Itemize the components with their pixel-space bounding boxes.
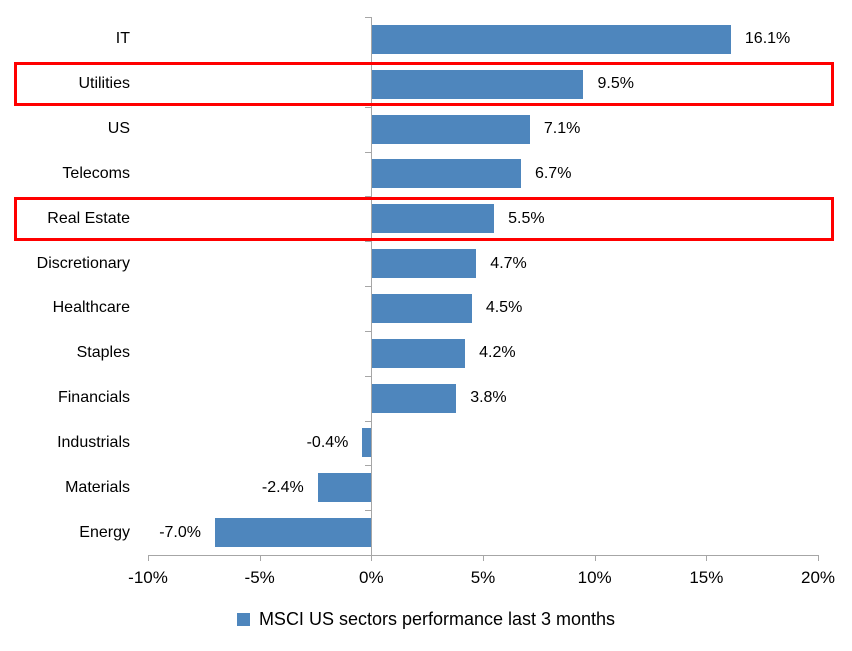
value-label-us: 7.1% xyxy=(543,120,581,138)
bar-it xyxy=(371,24,731,54)
value-label-industrials: -0.4% xyxy=(306,433,349,451)
y-axis-tick xyxy=(365,17,372,18)
x-tick-label-10: 10% xyxy=(577,568,612,587)
x-axis-tick xyxy=(371,555,373,561)
x-tick-label-0: 0% xyxy=(359,568,384,587)
value-label-telecoms: 6.7% xyxy=(534,164,572,182)
x-axis-tick xyxy=(148,555,149,561)
x-axis-tick xyxy=(259,555,261,561)
y-axis-tick xyxy=(365,286,372,287)
category-label-real-estate: Real Estate xyxy=(47,209,130,227)
legend: MSCI US sectors performance last 3 month… xyxy=(0,609,852,630)
x-tick-label-5: 5% xyxy=(470,568,496,587)
y-axis-tick xyxy=(365,510,372,512)
category-label-us: US xyxy=(107,120,130,138)
category-label-utilities: Utilities xyxy=(78,75,130,93)
y-axis-tick xyxy=(365,241,372,243)
category-label-telecoms: Telecoms xyxy=(62,164,130,182)
x-tick-label--5: -5% xyxy=(244,568,275,587)
category-label-staples: Staples xyxy=(76,344,130,362)
y-axis-tick xyxy=(365,420,372,422)
bar-us xyxy=(371,114,530,144)
highlight-box-real-estate xyxy=(14,196,834,241)
bar-energy xyxy=(215,518,372,548)
bar-healthcare xyxy=(371,293,472,323)
value-label-utilities: 9.5% xyxy=(597,75,634,93)
x-tick-label-15: 15% xyxy=(689,568,724,587)
y-axis-tick xyxy=(365,330,372,332)
bar-staples xyxy=(371,338,466,368)
category-label-materials: Materials xyxy=(65,478,130,496)
bar-real-estate xyxy=(371,204,495,234)
x-axis-tick xyxy=(483,555,484,561)
value-label-energy: -7.0% xyxy=(159,523,201,541)
value-label-materials: -2.4% xyxy=(261,478,304,496)
bar-telecoms xyxy=(371,159,521,189)
y-axis-tick xyxy=(365,465,372,467)
y-axis-tick xyxy=(365,106,372,108)
category-label-financials: Financials xyxy=(57,389,130,407)
category-label-industrials: Industrials xyxy=(57,433,130,451)
category-label-discretionary: Discretionary xyxy=(36,254,130,272)
x-axis-tick xyxy=(594,555,596,561)
value-label-healthcare: 4.5% xyxy=(485,299,523,317)
y-axis-tick xyxy=(365,375,372,377)
x-axis-tick xyxy=(818,555,819,561)
category-label-healthcare: Healthcare xyxy=(52,299,130,317)
y-axis-tick xyxy=(365,151,372,153)
highlight-box-utilities xyxy=(14,62,834,107)
category-label-energy: Energy xyxy=(79,523,130,541)
legend-label: MSCI US sectors performance last 3 month… xyxy=(258,609,616,629)
bar-industrials xyxy=(362,428,372,458)
value-label-real-estate: 5.5% xyxy=(508,209,545,227)
x-tick-label--10: -10% xyxy=(128,568,168,587)
bar-utilities xyxy=(371,69,584,99)
legend-marker-icon xyxy=(236,613,250,626)
x-tick-label-20: 20% xyxy=(800,568,836,587)
value-label-financials: 3.8% xyxy=(470,389,507,407)
bar-materials xyxy=(317,473,372,503)
x-axis-tick xyxy=(706,555,708,561)
category-label-it: IT xyxy=(115,30,130,48)
y-axis-line xyxy=(371,17,373,555)
value-label-staples: 4.2% xyxy=(479,344,516,362)
value-label-discretionary: 4.7% xyxy=(490,254,527,272)
value-label-it: 16.1% xyxy=(744,30,791,48)
bar-financials xyxy=(371,383,457,413)
bar-discretionary xyxy=(371,249,477,279)
